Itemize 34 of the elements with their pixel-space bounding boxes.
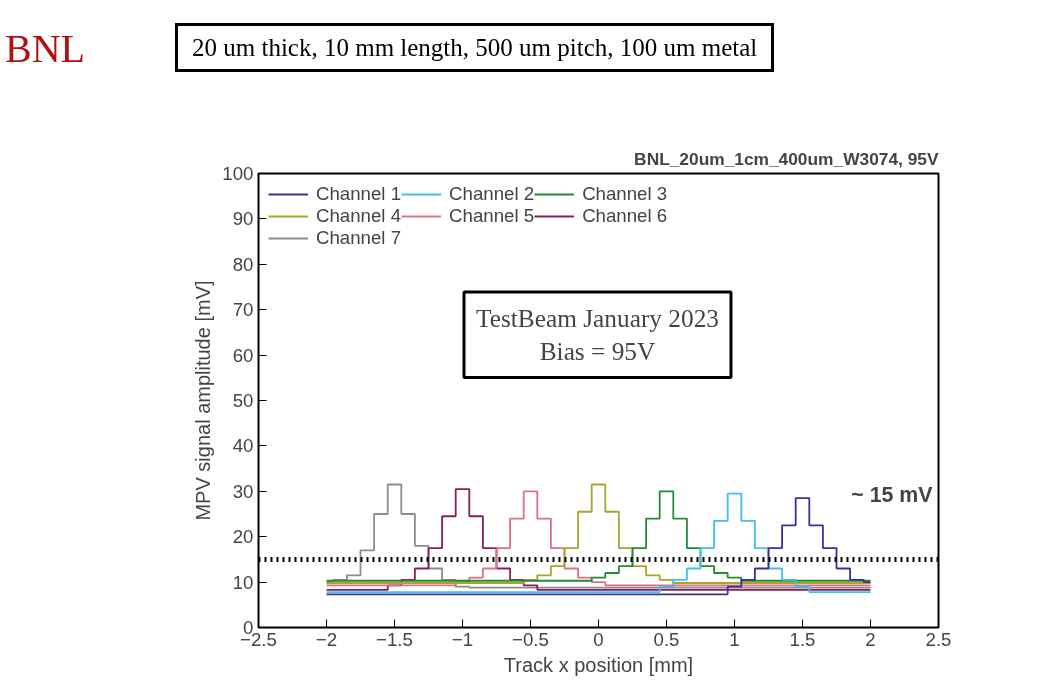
x-axis-title: Track x position [mm]	[503, 653, 694, 676]
y-tick-label: 40	[232, 435, 254, 457]
y-axis-title: MPV signal amplitude [mV]	[192, 280, 215, 521]
legend-label: Channel 3	[582, 183, 668, 205]
x-tick-label: 2.5	[925, 628, 952, 650]
x-tick-label: 0	[593, 628, 604, 650]
y-tick-label: 70	[232, 299, 254, 321]
y-tick-label: 20	[232, 526, 254, 548]
x-tick-label: 2	[865, 628, 876, 650]
legend-label: Channel 2	[449, 183, 535, 205]
x-tick-label: 0.5	[653, 628, 680, 650]
y-tick-label: 30	[232, 480, 254, 502]
x-tick-label: −1.5	[376, 628, 413, 650]
legend-label: Channel 4	[316, 205, 402, 227]
y-tick-label: 60	[232, 344, 254, 366]
text: BNL	[5, 25, 85, 73]
annotation: TestBeam January 2023 Bias = 95V	[476, 303, 720, 366]
legend-label: Channel 6	[582, 205, 668, 227]
text: 20 um thick, 10 mm length, 500 um pitch, 100 um metal	[175, 23, 775, 72]
x-tick-label: −1	[451, 628, 474, 650]
legend-label: Channel 7	[316, 227, 402, 249]
legend-label: Channel 1	[316, 183, 402, 205]
y-tick-label: 90	[232, 208, 254, 230]
x-tick-label: 1.5	[789, 628, 816, 650]
x-tick-label: −2	[315, 628, 338, 650]
y-tick-label: 100	[222, 163, 254, 184]
ref-line-label: ~ 15 mV	[851, 483, 934, 508]
y-tick-label: 50	[232, 390, 254, 411]
y-tick-label: 80	[232, 253, 254, 275]
x-tick-label: −0.5	[512, 628, 549, 650]
chart-title: BNL_20um_1cm_400um_W3074, 95V	[634, 148, 939, 169]
x-tick-label: 1	[729, 628, 740, 650]
y-tick-label: 10	[232, 571, 254, 593]
legend-label: Channel 5	[449, 205, 535, 227]
